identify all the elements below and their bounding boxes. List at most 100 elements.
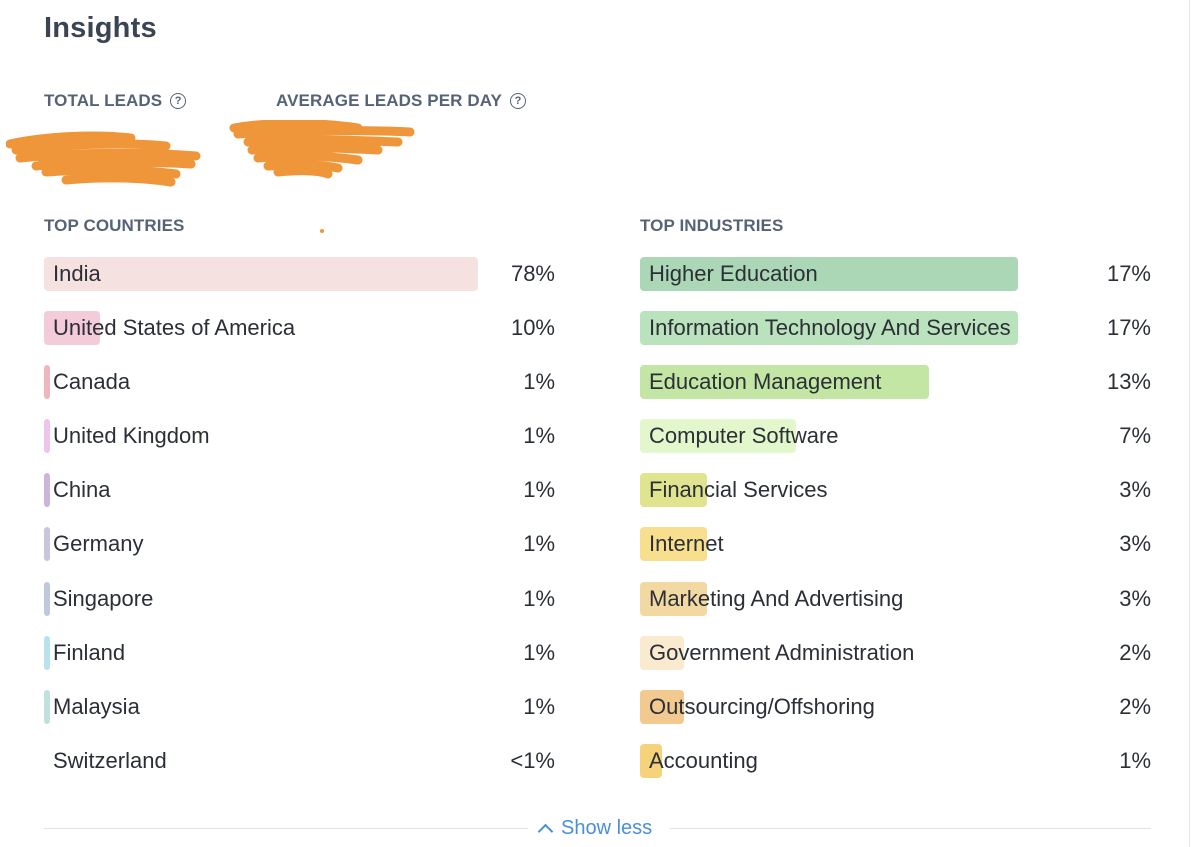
item-percentage: 1% bbox=[523, 369, 555, 395]
item-label: Education Management bbox=[649, 369, 882, 395]
item-label: Germany bbox=[53, 531, 144, 557]
item-percentage: 17% bbox=[1106, 315, 1151, 341]
share-bar bbox=[44, 473, 50, 508]
average-leads-label-text: AVERAGE LEADS PER DAY bbox=[276, 91, 502, 110]
list-item: Accounting 1% bbox=[640, 743, 1151, 798]
item-label: Accounting bbox=[649, 747, 758, 773]
item-label: Computer Software bbox=[649, 423, 839, 449]
stray-dot bbox=[320, 229, 324, 233]
help-icon[interactable]: ? bbox=[509, 93, 526, 109]
share-bar bbox=[640, 365, 930, 400]
list-item: Education Management 13% bbox=[640, 365, 1151, 419]
share-bar bbox=[640, 527, 707, 562]
divider bbox=[670, 828, 1151, 829]
list-item: Singapore 1% bbox=[44, 581, 555, 636]
item-percentage: 3% bbox=[1119, 477, 1151, 503]
item-label: India bbox=[53, 261, 101, 286]
item-label: Singapore bbox=[53, 585, 154, 611]
item-label: Outsourcing/Offshoring bbox=[649, 693, 875, 719]
item-percentage: 1% bbox=[1119, 747, 1151, 773]
list-item: United Kingdom 1% bbox=[44, 419, 555, 473]
item-percentage: 1% bbox=[523, 477, 555, 503]
top-countries-list: India 78% United States of America 10% Canad… bbox=[44, 257, 555, 798]
share-bar bbox=[44, 365, 50, 400]
chevron-up-icon bbox=[537, 823, 554, 840]
list-item: Information Technology And Services 17% bbox=[640, 311, 1151, 365]
list-item: Malaysia 1% bbox=[44, 689, 555, 744]
list-item: Internet 3% bbox=[640, 527, 1151, 581]
top-industries-heading: TOP INDUSTRIES bbox=[640, 216, 784, 235]
item-percentage: 3% bbox=[1119, 531, 1151, 557]
share-bar bbox=[44, 419, 50, 454]
list-item: Government Administration 2% bbox=[640, 635, 1151, 690]
redaction-scribble bbox=[229, 120, 415, 179]
top-countries-heading: TOP COUNTRIES bbox=[44, 216, 185, 235]
top-industries-list: Higher Education 17% Information Technolog… bbox=[640, 257, 1151, 798]
item-label: Government Administration bbox=[649, 639, 915, 665]
item-label: Information Technology And Services bbox=[649, 315, 1011, 341]
item-percentage: 13% bbox=[1106, 369, 1151, 395]
item-label: China bbox=[53, 477, 111, 503]
share-bar bbox=[640, 311, 1018, 346]
list-item: India 78% bbox=[44, 257, 555, 311]
item-label: Internet bbox=[649, 531, 724, 557]
list-item: Computer Software 7% bbox=[640, 419, 1151, 473]
item-percentage: 17% bbox=[1106, 261, 1151, 286]
item-percentage: 3% bbox=[1119, 585, 1151, 611]
item-label: United Kingdom bbox=[53, 423, 210, 449]
share-bar bbox=[640, 689, 685, 724]
share-bar bbox=[640, 419, 796, 454]
redaction-scribble bbox=[6, 131, 201, 187]
average-leads-label: AVERAGE LEADS PER DAY ? bbox=[276, 91, 526, 111]
item-percentage: 2% bbox=[1119, 693, 1151, 719]
list-item: Higher Education 17% bbox=[640, 257, 1151, 311]
item-percentage: 1% bbox=[523, 693, 555, 719]
show-less-button[interactable]: Show less bbox=[537, 817, 653, 840]
list-item: China 1% bbox=[44, 473, 555, 527]
total-leads-label-text: TOTAL LEADS bbox=[44, 91, 163, 110]
share-bar bbox=[640, 257, 1018, 291]
share-bar bbox=[44, 527, 50, 562]
item-label: Switzerland bbox=[53, 747, 167, 773]
item-label: Canada bbox=[53, 369, 131, 395]
share-bar bbox=[44, 689, 50, 724]
page-title: Insights bbox=[44, 12, 157, 44]
item-percentage: 1% bbox=[523, 531, 555, 557]
share-bar bbox=[44, 311, 100, 346]
item-label: United States of America bbox=[53, 315, 296, 341]
list-item: Finland 1% bbox=[44, 635, 555, 690]
share-bar bbox=[640, 473, 707, 508]
share-bar bbox=[44, 635, 50, 670]
share-bar bbox=[640, 743, 663, 778]
list-item: Germany 1% bbox=[44, 527, 555, 581]
share-bar bbox=[640, 581, 707, 616]
item-percentage: 10% bbox=[510, 315, 555, 341]
item-percentage: 2% bbox=[1119, 639, 1151, 665]
list-item: Canada 1% bbox=[44, 365, 555, 419]
item-percentage: 1% bbox=[523, 585, 555, 611]
share-bar bbox=[640, 635, 685, 670]
panel-border bbox=[1189, 0, 1190, 847]
share-bar bbox=[44, 581, 50, 616]
item-percentage: 1% bbox=[523, 423, 555, 449]
list-item: Outsourcing/Offshoring 2% bbox=[640, 689, 1151, 744]
item-label: Marketing And Advertising bbox=[649, 585, 904, 611]
list-item: United States of America 10% bbox=[44, 311, 555, 365]
list-item: Financial Services 3% bbox=[640, 473, 1151, 527]
help-icon[interactable]: ? bbox=[170, 93, 187, 109]
item-percentage: 78% bbox=[510, 261, 555, 286]
show-less-label: Show less bbox=[561, 817, 653, 839]
item-percentage: 1% bbox=[523, 639, 555, 665]
item-label: Finland bbox=[53, 639, 126, 665]
divider bbox=[44, 828, 528, 829]
share-bar bbox=[44, 257, 478, 291]
item-percentage: 7% bbox=[1119, 423, 1151, 449]
item-label: Financial Services bbox=[649, 477, 828, 503]
list-item: Switzerland <1% bbox=[44, 744, 555, 798]
item-percentage: <1% bbox=[510, 747, 555, 773]
item-label: Higher Education bbox=[649, 261, 818, 286]
list-item: Marketing And Advertising 3% bbox=[640, 581, 1151, 636]
item-label: Malaysia bbox=[53, 693, 140, 719]
total-leads-label: TOTAL LEADS ? bbox=[44, 91, 187, 111]
